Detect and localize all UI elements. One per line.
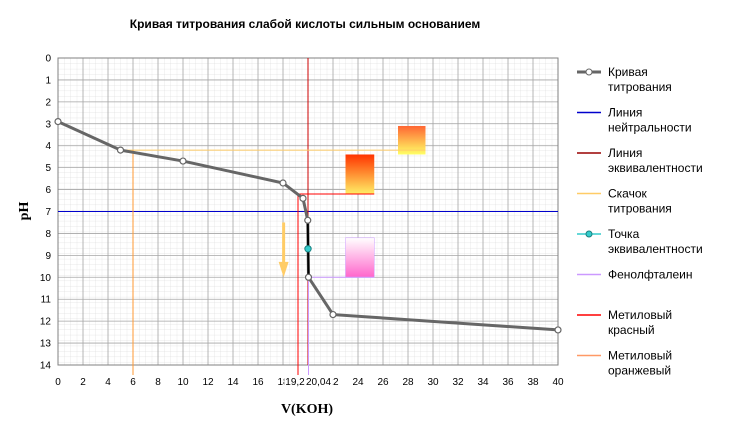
- x-tick-label: 16: [252, 377, 264, 388]
- titration-point: [299, 194, 307, 202]
- legend-item: Кривая титрования: [577, 65, 672, 94]
- titration-point: [304, 273, 313, 281]
- x-tick-label: 4: [105, 377, 111, 388]
- y-tick-label: 4: [45, 141, 51, 152]
- legend-label: Кривая титрования: [608, 65, 672, 94]
- legend-item: Фенолфталеин: [577, 268, 693, 282]
- x-annotation-backing: [284, 377, 307, 388]
- x-tick-label: 36: [502, 377, 514, 388]
- legend: Кривая титрования Линия нейтральности Линия э…: [577, 65, 703, 378]
- y-tick-label: 10: [40, 273, 52, 284]
- x-tick-label: 24: [352, 377, 364, 388]
- x-annotation-backing: [129, 377, 138, 388]
- y-tick-label: 12: [40, 317, 52, 328]
- x-tick-label: 12: [202, 377, 214, 388]
- x-axis-title: V(KOH): [281, 402, 333, 417]
- legend-label: Скачок титрования: [608, 187, 672, 216]
- x-tick-label: 34: [477, 377, 489, 388]
- chart-title: Кривая титрования слабой кислоты сильным…: [130, 17, 481, 31]
- y-axis-title: pH: [17, 202, 32, 221]
- x-tick-label: 38: [527, 377, 539, 388]
- y-tick-label: 8: [45, 229, 51, 240]
- legend-item: Скачок титрования: [577, 187, 672, 216]
- y-tick-label: 11: [41, 295, 52, 306]
- x-tick-label: 8: [155, 377, 161, 388]
- legend-label: Метиловый красный: [608, 308, 672, 337]
- y-tick-label: 14: [40, 361, 52, 372]
- x-tick-label: 18: [277, 377, 289, 388]
- legend-item: Линия эквивалентности: [577, 146, 703, 175]
- x-tick-label: 28: [402, 377, 414, 388]
- x-tick-label: 32: [452, 377, 464, 388]
- titration-point: [54, 117, 62, 126]
- x-annotations: 6 19,2 20,04: [129, 377, 333, 388]
- legend-item: Линия нейтральности: [577, 106, 692, 135]
- y-tick-label: 5: [45, 163, 51, 174]
- legend-item: Метиловый красный: [577, 308, 672, 337]
- titration-point: [329, 310, 337, 319]
- y-tick-label: 9: [45, 251, 51, 262]
- reference-lines: [58, 58, 558, 375]
- legend-item: Метиловый оранжевый: [577, 349, 672, 378]
- x-tick-label: 2: [80, 377, 86, 388]
- legend-label: Точка эквивалентности: [608, 227, 703, 256]
- titration-point: [279, 179, 287, 187]
- methyl-red-range-box: [345, 154, 375, 194]
- legend-label: Линия эквивалентности: [608, 146, 703, 175]
- y-tick-label: 2: [45, 97, 51, 108]
- equivalence-point: [304, 245, 312, 253]
- y-tick-label: 13: [40, 339, 52, 350]
- x-annotation-label: 19,2: [285, 377, 305, 388]
- legend-item: Точка эквивалентности: [577, 227, 703, 256]
- x-annotation-backing: [304, 377, 333, 388]
- titration-jump-arrow-head: [278, 261, 289, 278]
- y-tick-label: 1: [45, 75, 51, 86]
- legend-label: Линия нейтральности: [608, 106, 692, 135]
- legend-label: Метиловый оранжевый: [608, 349, 672, 378]
- legend-marker: [585, 68, 593, 76]
- x-tick-label: 0: [55, 377, 61, 388]
- legend-label: Фенолфталеин: [608, 268, 693, 282]
- y-tick-label: 6: [45, 185, 51, 196]
- titration-point: [554, 326, 562, 334]
- x-tick-label: 30: [427, 377, 439, 388]
- x-tick-label: 22: [327, 377, 339, 388]
- titration-point: [179, 157, 187, 165]
- legend-marker: [585, 230, 593, 238]
- y-tick-label: 0: [45, 54, 51, 65]
- titration-point: [304, 216, 312, 224]
- x-tick-label: 10: [177, 377, 189, 388]
- x-tick-label: 14: [227, 377, 239, 388]
- phenolphthalein-range-box: [345, 237, 375, 278]
- x-tick-label: 26: [377, 377, 389, 388]
- x-tick-label: 40: [552, 377, 564, 388]
- y-tick-label: 3: [45, 119, 51, 130]
- titration-point: [116, 146, 125, 154]
- x-annotation-label: 20,04: [306, 377, 331, 388]
- x-annotation-label: 6: [130, 377, 136, 388]
- series-layer: [54, 117, 562, 334]
- y-tick-label: 7: [45, 207, 51, 218]
